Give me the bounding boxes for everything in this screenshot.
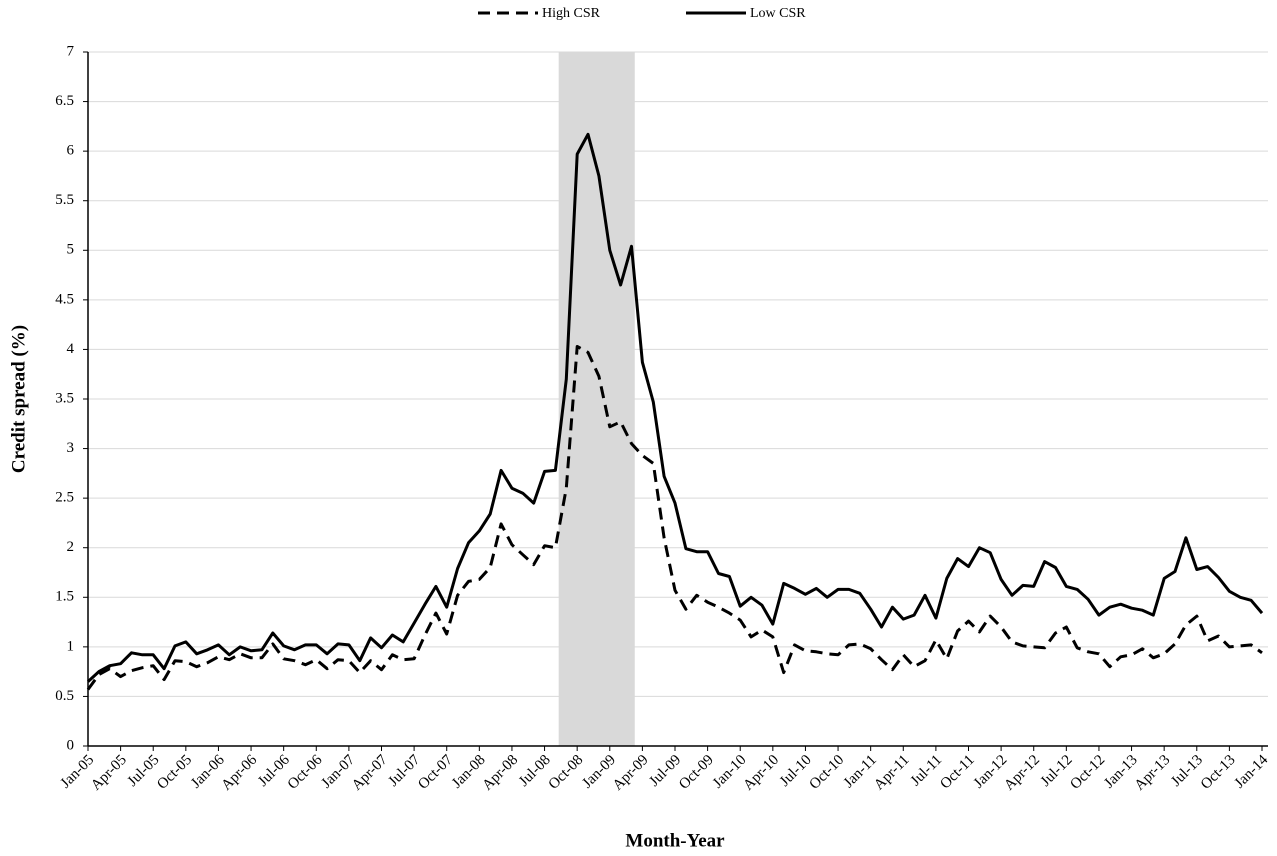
y-tick-label: 5.5 [55,192,74,208]
x-tick-label: Apr-09 [610,752,652,794]
x-tick-label: Oct-13 [1198,752,1239,793]
x-tick-label: Oct-08 [546,752,587,793]
y-tick-label: 3 [67,440,75,456]
line-series [86,132,1264,683]
y-tick-label: 7 [67,43,75,59]
y-tick-label: 0.5 [55,688,74,704]
x-tick-label: Apr-12 [1001,752,1043,794]
line-series [86,345,1263,691]
x-tick-label: Apr-07 [349,752,391,794]
x-tick-label: Oct-05 [154,752,195,793]
x-tick-label: Oct-07 [415,752,456,793]
x-tick-label: Oct-12 [1067,752,1108,793]
y-tick-label: 2 [67,539,75,555]
x-tick-label: Oct-10 [807,752,848,793]
y-tick-label: 1 [67,638,75,654]
x-tick-label: Apr-06 [219,752,261,794]
shaded-period [558,52,635,746]
x-tick-label: Oct-11 [937,752,977,792]
legend-label: Low CSR [750,6,806,21]
y-tick-label: 0 [67,737,75,753]
x-tick-label: Apr-05 [88,752,130,794]
x-tick-label: Oct-09 [676,752,717,793]
x-tick-label: Apr-08 [479,752,521,794]
legend-label: High CSR [542,6,601,21]
x-tick-label: Apr-11 [871,752,912,793]
y-tick-label: 6.5 [55,93,74,109]
x-tick-label: Oct-06 [285,752,326,793]
x-tick-label: Apr-10 [740,752,782,794]
y-tick-label: 2.5 [55,490,74,506]
y-tick-label: 6 [67,143,75,159]
x-axis-label: Month-Year [625,830,725,851]
x-tick-label: Apr-13 [1132,752,1174,794]
y-tick-label: 4.5 [55,291,74,307]
y-tick-label: 4 [67,341,75,357]
y-tick-label: 5 [67,242,75,258]
y-axis-label: Credit spread (%) [8,325,29,473]
y-tick-label: 1.5 [55,589,74,605]
x-tick-label: Jan-14 [1232,752,1272,792]
y-tick-label: 3.5 [55,390,74,406]
